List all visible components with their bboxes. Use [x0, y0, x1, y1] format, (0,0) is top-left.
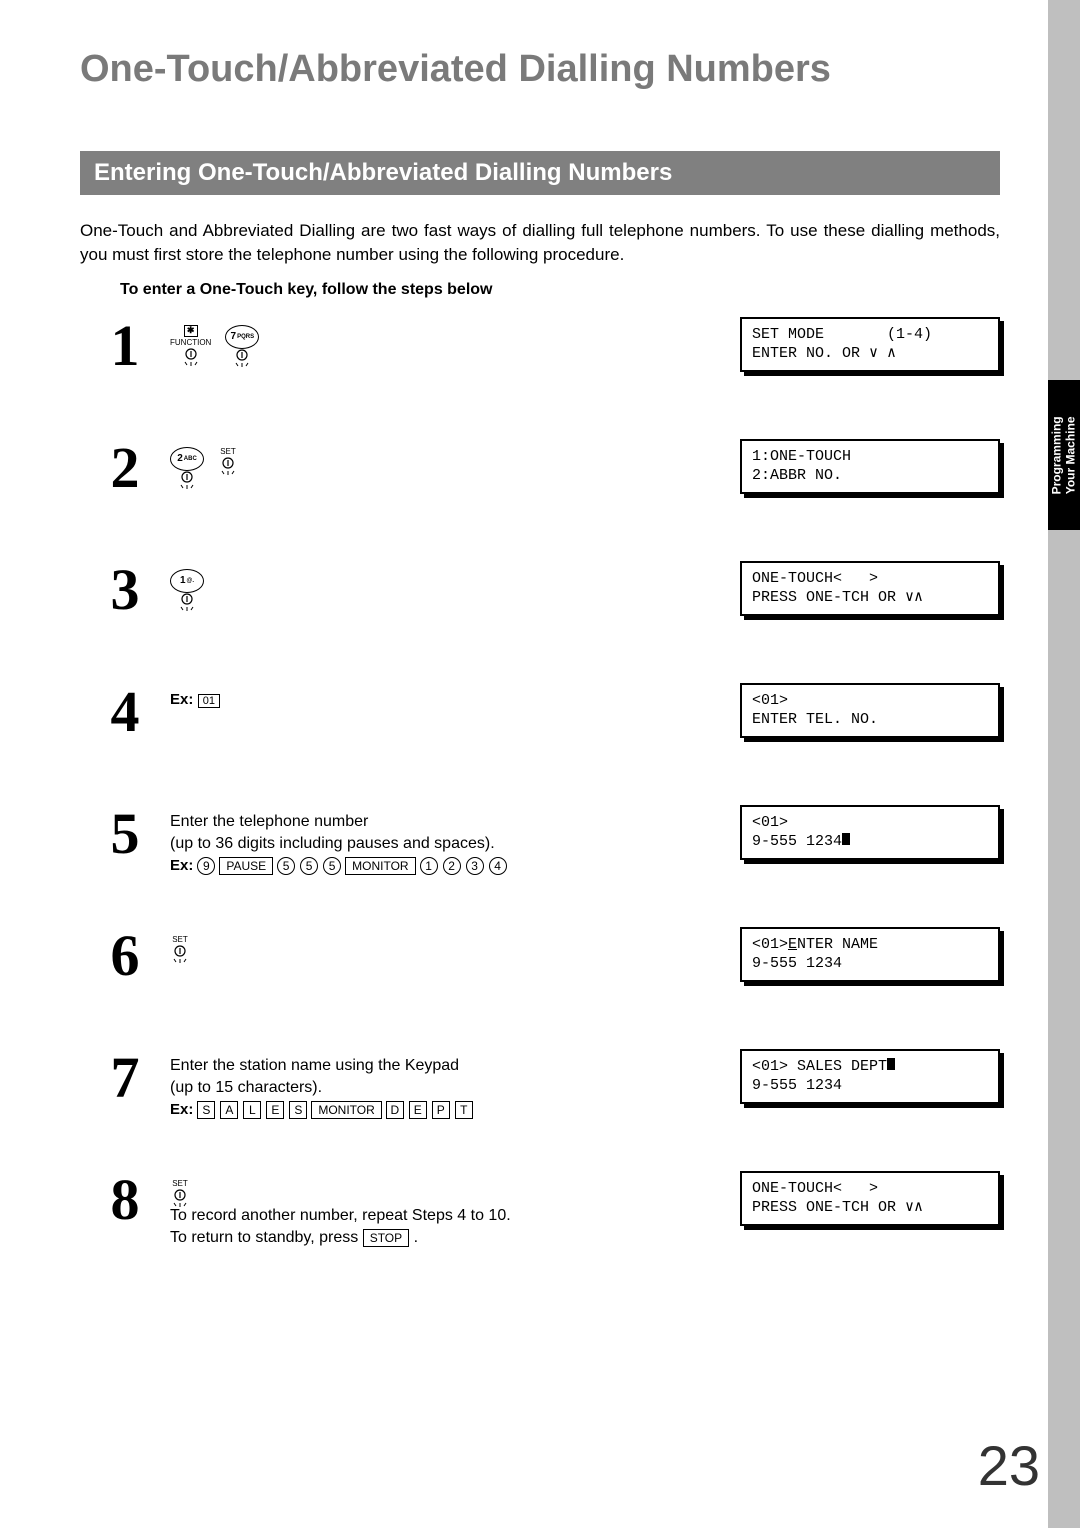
example-sequence: Ex: SALESMONITORDEPT	[170, 1101, 740, 1119]
monitor-key: MONITOR	[311, 1101, 381, 1119]
lcd-display: 1:ONE-TOUCH 2:ABBR NO.	[740, 439, 1000, 494]
subhead-text: To enter a One-Touch key, follow the ste…	[120, 281, 1000, 299]
lcd-display: <01> 9-555 1234	[740, 805, 1000, 860]
step-body: Enter the telephone number(up to 36 digi…	[170, 805, 740, 875]
page-content: One-Touch/Abbreviated Dialling Numbers E…	[80, 0, 1000, 1293]
digit-key: 2	[443, 857, 461, 875]
step-number: 6	[80, 927, 170, 985]
page-title: One-Touch/Abbreviated Dialling Numbers	[80, 48, 1000, 91]
step-body: ✱ FUNCTION 7PQRS	[170, 317, 740, 367]
display-column: ONE-TOUCH< > PRESS ONE-TCH OR ∨∧	[740, 1171, 1000, 1226]
step-number: 4	[80, 683, 170, 741]
pause-key: PAUSE	[219, 857, 273, 875]
function-key-icon: ✱ FUNCTION	[170, 325, 211, 366]
example-key: 01	[198, 694, 220, 708]
letter-key: P	[432, 1101, 450, 1119]
stop-key: STOP	[363, 1229, 409, 1247]
display-column: 1:ONE-TOUCH 2:ABBR NO.	[740, 439, 1000, 494]
letter-key: E	[266, 1101, 284, 1119]
step-body: 1@.	[170, 561, 740, 611]
step-row: 6 SET <01>ENTER NAME 9-555 1234	[80, 927, 1000, 1007]
display-column: SET MODE (1-4) ENTER NO. OR ∨ ∧	[740, 317, 1000, 372]
step-row: 3 1@. ONE-TOUCH< > PRESS ONE-TCH OR ∨∧	[80, 561, 1000, 641]
lcd-display: <01>ENTER NAME 9-555 1234	[740, 927, 1000, 982]
set-key-icon: SET	[170, 935, 190, 963]
step-number: 8	[80, 1171, 170, 1229]
example-sequence: Ex: 9PAUSE555MONITOR1234	[170, 857, 740, 875]
letter-key: T	[455, 1101, 473, 1119]
monitor-key: MONITOR	[345, 857, 415, 875]
step-body: Ex: 01	[170, 683, 740, 709]
set-key-icon: SET	[170, 1179, 190, 1207]
display-column: <01> ENTER TEL. NO.	[740, 683, 1000, 738]
digit-key: 3	[466, 857, 484, 875]
digit-key: 4	[489, 857, 507, 875]
number-key-icon: 7PQRS	[225, 325, 259, 367]
display-column: ONE-TOUCH< > PRESS ONE-TCH OR ∨∧	[740, 561, 1000, 616]
step-body: SET	[170, 927, 740, 963]
letter-key: A	[220, 1101, 238, 1119]
step-body: SET To record another number, repeat Ste…	[170, 1171, 740, 1251]
set-key-icon: SET	[218, 447, 238, 475]
side-margin-top	[1048, 0, 1080, 380]
lcd-display: ONE-TOUCH< > PRESS ONE-TCH OR ∨∧	[740, 1171, 1000, 1226]
number-key-icon: 2ABC	[170, 447, 204, 489]
letter-key: E	[409, 1101, 427, 1119]
step-number: 2	[80, 439, 170, 497]
digit-key: 5	[277, 857, 295, 875]
lcd-display: <01> ENTER TEL. NO.	[740, 683, 1000, 738]
step-row: 1 ✱ FUNCTION 7PQRS SET MODE (1-4) ENTER …	[80, 317, 1000, 397]
display-column: <01> 9-555 1234	[740, 805, 1000, 860]
step-row: 5 Enter the telephone number(up to 36 di…	[80, 805, 1000, 885]
step-row: 7 Enter the station name using the Keypa…	[80, 1049, 1000, 1129]
letter-key: L	[243, 1101, 261, 1119]
step-row: 2 2ABC SET 1:ONE-TOUCH 2:ABBR NO.	[80, 439, 1000, 519]
digit-key: 1	[420, 857, 438, 875]
step-number: 3	[80, 561, 170, 619]
step-number: 1	[80, 317, 170, 375]
step-number: 7	[80, 1049, 170, 1107]
digit-key: 9	[197, 857, 215, 875]
page-number: 23	[978, 1433, 1040, 1498]
step-row: 4 Ex: 01 <01> ENTER TEL. NO.	[80, 683, 1000, 763]
side-tab: Programming Your Machine	[1048, 380, 1080, 530]
lcd-display: SET MODE (1-4) ENTER NO. OR ∨ ∧	[740, 317, 1000, 372]
step-body: Enter the station name using the Keypad(…	[170, 1049, 740, 1119]
display-column: <01> SALES DEPT 9-555 1234	[740, 1049, 1000, 1104]
step-row: 8 SET To record another number, repeat S…	[80, 1171, 1000, 1251]
letter-key: S	[289, 1101, 307, 1119]
side-margin-bottom	[1048, 530, 1080, 1528]
side-tab-text: Programming Your Machine	[1050, 416, 1079, 494]
lcd-display: <01> SALES DEPT 9-555 1234	[740, 1049, 1000, 1104]
steps-list: 1 ✱ FUNCTION 7PQRS SET MODE (1-4) ENTER …	[80, 317, 1000, 1251]
lcd-display: ONE-TOUCH< > PRESS ONE-TCH OR ∨∧	[740, 561, 1000, 616]
step-number: 5	[80, 805, 170, 863]
number-key-icon: 1@.	[170, 569, 204, 611]
letter-key: S	[197, 1101, 215, 1119]
digit-key: 5	[323, 857, 341, 875]
letter-key: D	[386, 1101, 404, 1119]
intro-text: One-Touch and Abbreviated Dialling are t…	[80, 219, 1000, 267]
digit-key: 5	[300, 857, 318, 875]
step-body: 2ABC SET	[170, 439, 740, 489]
section-heading: Entering One-Touch/Abbreviated Dialling …	[80, 151, 1000, 195]
display-column: <01>ENTER NAME 9-555 1234	[740, 927, 1000, 982]
